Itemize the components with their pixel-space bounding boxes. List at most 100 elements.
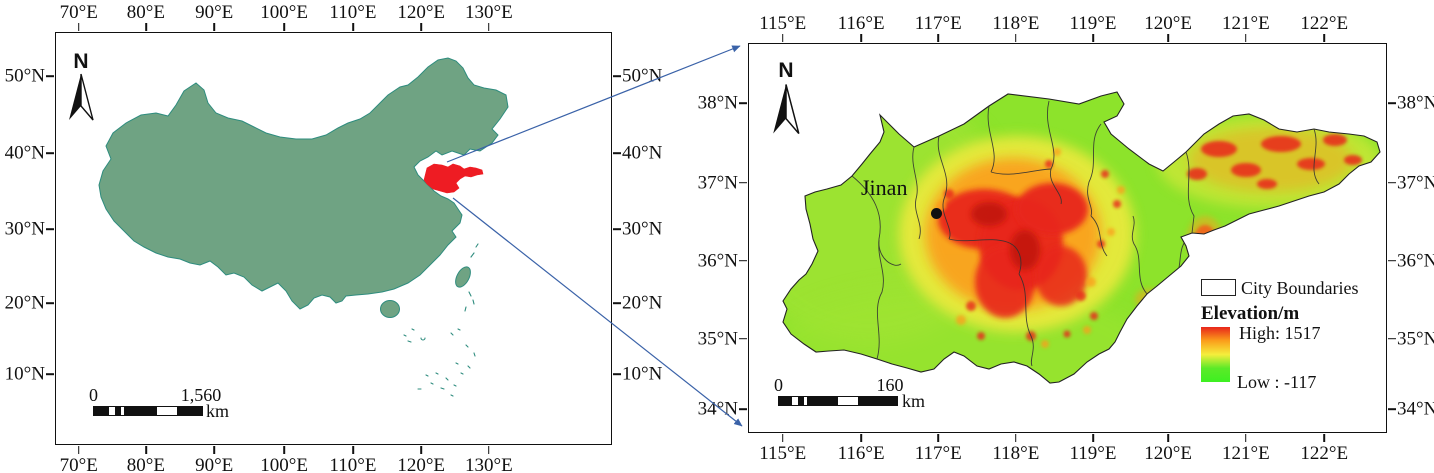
lat-tick-label: 50°N bbox=[4, 65, 45, 87]
city-marker-dot bbox=[931, 208, 942, 219]
lon-tick-label: 120°E bbox=[397, 2, 446, 23]
lon-tick-label: 121°E bbox=[1222, 443, 1270, 464]
lat-tick-mark bbox=[739, 260, 748, 262]
lat-tick-mark bbox=[46, 152, 55, 154]
lat-tick-label: 40°N bbox=[622, 142, 663, 164]
lat-tick-mark bbox=[612, 152, 621, 154]
lat-tick-label: 37°N bbox=[697, 172, 738, 194]
scale-distance: 160 bbox=[876, 375, 904, 395]
china-inset-panel: N 0 1,560 km 70°E 70°E 80°E 80°E 90°E 90°E 100… bbox=[5, 3, 663, 473]
lat-tick-label: 35°N bbox=[697, 328, 738, 350]
lon-tick-mark bbox=[1015, 34, 1017, 43]
lon-tick-label: 100°E bbox=[260, 455, 308, 473]
hainan-island bbox=[380, 300, 400, 318]
lon-tick-label: 122°E bbox=[1300, 443, 1349, 464]
lon-tick-mark bbox=[77, 445, 80, 454]
lon-tick-mark bbox=[420, 23, 422, 32]
elevation-high-label: High: 1517 bbox=[1239, 323, 1321, 343]
province-outline bbox=[782, 91, 1381, 384]
lat-tick-label: 37°N bbox=[1397, 172, 1434, 194]
lon-tick-mark bbox=[213, 445, 215, 454]
lat-tick-mark bbox=[739, 102, 748, 104]
lon-tick-mark bbox=[1323, 433, 1325, 442]
elevation-low-label: Low : -117 bbox=[1237, 372, 1317, 392]
lon-tick-mark bbox=[1245, 433, 1247, 442]
lon-tick-mark bbox=[781, 433, 784, 442]
lat-tick-label: 36°N bbox=[1397, 250, 1434, 272]
lat-tick-label: 20°N bbox=[4, 292, 45, 314]
china-map bbox=[98, 57, 509, 397]
lon-tick-mark bbox=[781, 34, 784, 43]
scale-unit: km bbox=[902, 391, 926, 411]
shandong-elevation-panel: N Jinan City Boundaries Elevation/m High… bbox=[698, 14, 1434, 463]
elevation-legend-title: Elevation/m bbox=[1201, 303, 1300, 324]
scale-unit: km bbox=[206, 401, 230, 421]
lon-tick-mark bbox=[937, 34, 939, 43]
lon-tick-mark bbox=[1323, 34, 1325, 43]
lon-tick-mark bbox=[1092, 433, 1094, 442]
lat-tick-label: 34°N bbox=[697, 398, 738, 420]
city-boundaries-layer bbox=[851, 100, 1320, 367]
lon-tick-label: 119°E bbox=[1069, 13, 1117, 34]
lat-tick-mark bbox=[739, 408, 748, 410]
scale-bar-graphic bbox=[93, 406, 203, 416]
lon-tick-label: 70°E bbox=[59, 2, 98, 23]
lat-tick-mark bbox=[612, 302, 621, 304]
lat-tick-mark bbox=[1387, 260, 1396, 262]
lat-tick-label: 38°N bbox=[697, 92, 738, 114]
china-landmass bbox=[98, 57, 509, 310]
lat-tick-label: 30°N bbox=[622, 218, 663, 240]
lon-tick-mark bbox=[352, 445, 354, 454]
north-arrow-icon bbox=[69, 73, 94, 121]
lat-tick-mark bbox=[1387, 102, 1396, 104]
shandong-highlight bbox=[423, 163, 484, 194]
lat-tick-label: 10°N bbox=[622, 363, 663, 385]
lon-tick-label: 110°E bbox=[329, 2, 377, 23]
lon-tick-label: 118°E bbox=[992, 443, 1040, 464]
north-arrow: N bbox=[769, 60, 803, 142]
lon-tick-label: 117°E bbox=[914, 443, 962, 464]
lon-tick-label: 115°E bbox=[759, 443, 807, 464]
north-arrow: N bbox=[64, 51, 98, 127]
lon-tick-mark bbox=[145, 23, 147, 32]
lon-tick-mark bbox=[283, 23, 285, 32]
city-label: Jinan bbox=[861, 175, 908, 200]
north-label: N bbox=[778, 59, 794, 82]
city-boundaries-label: City Boundaries bbox=[1241, 278, 1359, 298]
lon-tick-mark bbox=[352, 23, 354, 32]
lat-tick-mark bbox=[1387, 408, 1396, 410]
lon-tick-label: 116°E bbox=[837, 13, 885, 34]
lat-tick-mark bbox=[612, 228, 621, 230]
lon-tick-label: 90°E bbox=[195, 2, 234, 23]
lon-tick-label: 119°E bbox=[1069, 443, 1117, 464]
lon-tick-label: 120°E bbox=[397, 455, 446, 473]
lat-tick-mark bbox=[1387, 182, 1396, 184]
lat-tick-label: 36°N bbox=[697, 250, 738, 272]
lon-tick-mark bbox=[860, 433, 862, 442]
lat-tick-label: 34°N bbox=[1397, 398, 1434, 420]
lon-tick-label: 117°E bbox=[914, 13, 962, 34]
lon-tick-mark bbox=[283, 445, 285, 454]
taiwan-island bbox=[455, 266, 471, 288]
lon-tick-mark bbox=[488, 23, 490, 32]
lon-tick-mark bbox=[1167, 433, 1169, 442]
lon-tick-label: 90°E bbox=[195, 455, 234, 473]
lon-tick-label: 116°E bbox=[837, 443, 885, 464]
lon-tick-mark bbox=[77, 23, 80, 32]
lon-tick-label: 80°E bbox=[126, 2, 166, 23]
shandong-map bbox=[782, 91, 1381, 384]
lat-tick-label: 35°N bbox=[1397, 328, 1434, 350]
city-boundaries-swatch bbox=[1201, 279, 1236, 296]
lon-tick-mark bbox=[488, 445, 490, 454]
lat-tick-mark bbox=[739, 338, 748, 340]
lon-tick-mark bbox=[145, 445, 147, 454]
lon-tick-label: 118°E bbox=[992, 13, 1040, 34]
lon-tick-mark bbox=[420, 445, 422, 454]
north-arrow-icon bbox=[773, 84, 800, 135]
scale-zero: 0 bbox=[89, 385, 98, 405]
lon-tick-label: 110°E bbox=[329, 455, 377, 473]
lon-tick-label: 70°E bbox=[59, 455, 98, 473]
lon-tick-mark bbox=[1167, 34, 1169, 43]
lat-tick-mark bbox=[612, 373, 621, 375]
